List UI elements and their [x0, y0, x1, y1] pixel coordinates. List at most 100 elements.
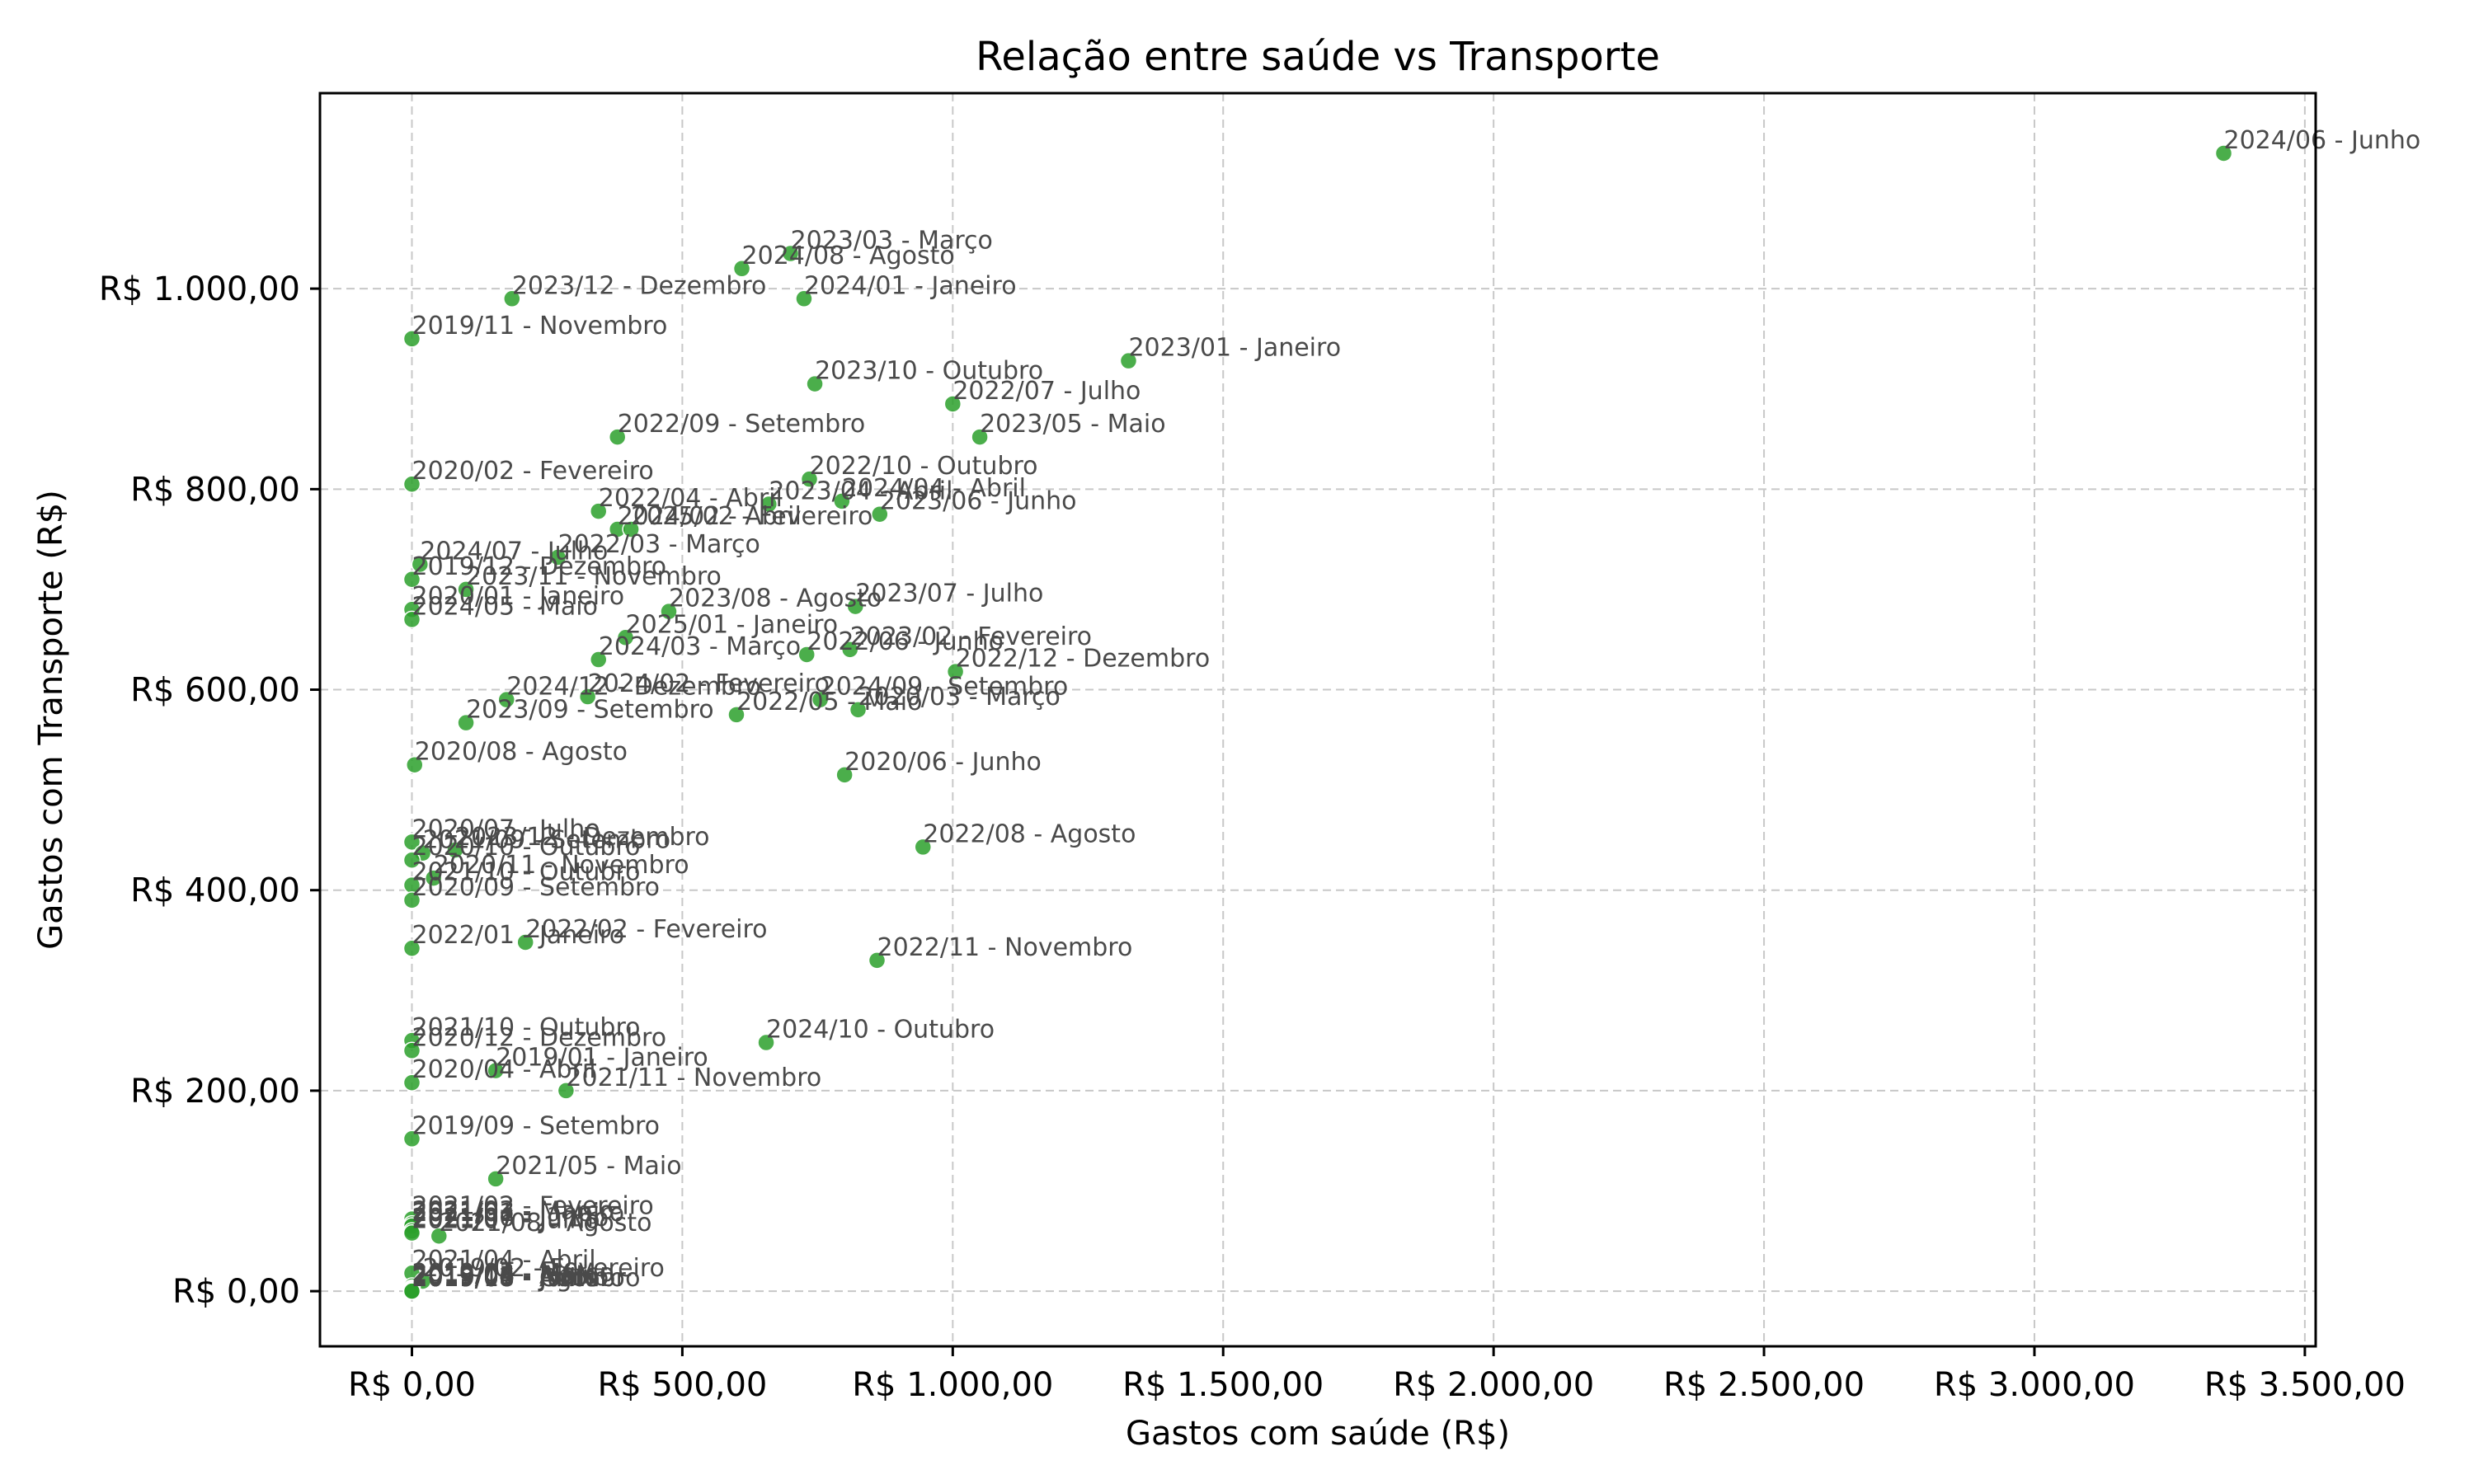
y-tick-label: R$ 800,00 [130, 471, 300, 509]
x-tick-label: R$ 2.500,00 [1663, 1366, 1865, 1404]
data-point-label: 2019/11 - Novembro [412, 312, 667, 340]
data-point-label: 2021/05 - Maio [496, 1152, 681, 1181]
data-point [402, 475, 421, 493]
data-point [2214, 144, 2233, 162]
y-tick-label: R$ 1.000,00 [99, 270, 300, 308]
x-axis-label: Gastos com saúde (R$) [1126, 1415, 1510, 1453]
data-point-label: 2022/07 - Julho [952, 377, 1141, 406]
data-point [760, 495, 778, 514]
data-point [402, 571, 421, 589]
data-point-label: 2019/01 - Janeiro [496, 1044, 708, 1073]
data-point-label: 2021/07 - Julho [412, 1206, 600, 1235]
data-point [868, 951, 887, 970]
data-point-label: 2019/09 - Setembro [412, 1111, 660, 1140]
x-tick-label: R$ 2.000,00 [1393, 1366, 1594, 1404]
data-point [833, 492, 851, 510]
data-point-label: 2020/01 - Janeiro [412, 582, 624, 611]
data-point [781, 244, 800, 263]
data-point-label: 2022/03 - Março [558, 530, 760, 559]
data-point [497, 690, 516, 709]
data-point [402, 330, 421, 348]
x-tick-label: R$ 1.500,00 [1122, 1366, 1324, 1404]
data-point [811, 690, 830, 709]
grid-layer [320, 93, 2316, 1346]
data-point-label: 2024/01 - Janeiro [804, 271, 1017, 300]
data-point [516, 933, 534, 951]
data-point [1119, 351, 1138, 370]
data-point-label: 2021/03 - Março [412, 1197, 614, 1226]
data-point [402, 1129, 421, 1148]
data-point [402, 1073, 421, 1092]
data-point-label: 2021/02 - Fevereiro [412, 1192, 653, 1221]
data-point [590, 502, 608, 520]
data-point [806, 374, 824, 393]
data-point-label: 2023/04 - Abril [769, 477, 952, 506]
data-point-label: 2019/04 - Abril [412, 1261, 595, 1289]
y-tick-label: R$ 400,00 [130, 872, 300, 910]
data-point-label: 2020/10 - Outubro [412, 833, 640, 862]
data-point [835, 766, 854, 784]
data-point [402, 1223, 421, 1242]
data-point [402, 610, 421, 629]
data-point-label: 2024/08 - Agosto [742, 242, 955, 270]
data-point-label: 2022/02 - Fevereiro [525, 915, 767, 944]
y-ticks: R$ 0,00 R$ 200,00 R$ 400,00 R$ 600,00 R$ 800… [99, 270, 320, 1311]
data-point-label: 2024/04 - Abril [842, 474, 1026, 503]
data-point [578, 688, 597, 706]
data-point-label: 2019/08 - Agosto [412, 1264, 624, 1293]
data-point-label: 2023/07 - Julho [855, 580, 1043, 608]
data-point-label: 2019/05 - Maio [412, 1262, 597, 1291]
data-point-label: 2020/04 - Abril [412, 1055, 595, 1084]
data-point [849, 701, 868, 719]
data-point [457, 580, 475, 599]
data-point [402, 939, 421, 957]
data-point-label: 2022/08 - Agosto [923, 819, 1136, 848]
data-point-label: 2024/03 - Março [599, 632, 801, 661]
data-point [548, 548, 567, 566]
data-point-label: 2024/12 - Dezembro [506, 673, 761, 702]
data-point-label: 2022/05 - Maio [736, 688, 922, 716]
data-point [914, 838, 932, 857]
data-point-label: 2023/02 - Fevereiro [850, 622, 1092, 651]
x-tick-label: R$ 500,00 [597, 1366, 767, 1404]
data-point [797, 646, 816, 664]
data-point-label: 2021/10 - Outubro [412, 1013, 640, 1042]
data-point-label: 2023/12 - Dezembro [455, 823, 710, 852]
data-point [616, 628, 635, 647]
y-tick-label: R$ 200,00 [130, 1073, 300, 1111]
data-point-label: 2024/02 - Abril [618, 502, 802, 531]
data-point [943, 395, 962, 413]
x-ticks: R$ 0,00 R$ 500,00 R$ 1.000,00 R$ 1.500,00 R$… [348, 1346, 2406, 1404]
data-point-label: 2020/12 - Dezembro [412, 1023, 666, 1052]
data-point [424, 869, 443, 887]
data-point [622, 520, 640, 538]
data-point [457, 713, 475, 732]
data-point [795, 289, 813, 308]
data-point [411, 555, 430, 574]
x-tick-label: R$ 3.000,00 [1934, 1366, 2135, 1404]
data-point [946, 662, 965, 681]
data-point-label: 2019/07 - Julho [412, 1264, 600, 1293]
data-point-label: 2023/05 - Maio [980, 410, 1165, 439]
data-point [660, 602, 678, 621]
data-point-label: 2024/09 - Setembro [821, 673, 1069, 702]
x-tick-label: R$ 3.500,00 [2204, 1366, 2406, 1404]
data-point-label: 2023/11 - Novembro [466, 562, 722, 591]
data-point [846, 597, 865, 616]
data-point [608, 428, 627, 446]
data-point-label: 2022/12 - Dezembro [956, 645, 1211, 674]
data-point-label: 2023/08 - Agosto [669, 585, 882, 613]
data-point-label: 2023/03 - Março [791, 227, 993, 256]
data-point-label: 2024/05 - Maio [412, 592, 597, 621]
data-point [430, 1227, 449, 1245]
data-point-label: 2021/08 - Agosto [439, 1209, 651, 1237]
data-point-label: 2022/11 - Novembro [877, 933, 1133, 962]
data-point [871, 505, 889, 524]
y-tick-label: R$ 0,00 [172, 1273, 300, 1311]
data-point-label: 2020/02 - Fevereiro [412, 457, 653, 486]
data-point-label: 2023/12 - Dezembro [512, 271, 767, 300]
data-point-label: 2019/10 - Outubro [412, 1264, 640, 1293]
